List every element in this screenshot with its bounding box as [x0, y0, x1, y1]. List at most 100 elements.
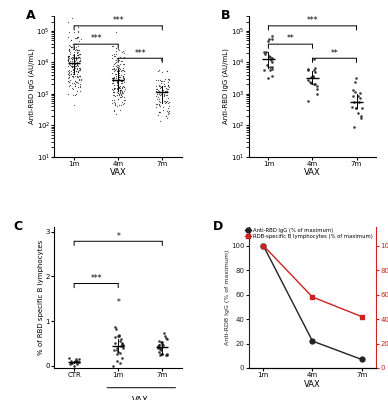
Point — [166, 75, 172, 82]
Point — [77, 73, 83, 80]
Point — [114, 70, 121, 76]
Point — [165, 109, 171, 116]
Point — [71, 91, 78, 98]
Point — [163, 335, 169, 342]
Point — [116, 77, 123, 84]
Point — [74, 58, 80, 65]
Point — [310, 72, 317, 79]
Point — [68, 63, 74, 70]
Point — [73, 68, 79, 74]
Point — [121, 94, 127, 100]
Point — [77, 66, 83, 72]
Point — [355, 93, 361, 100]
Point — [267, 57, 274, 64]
Point — [73, 57, 79, 63]
Point — [119, 88, 125, 94]
Y-axis label: Anti-RBD IgG (AU/mL): Anti-RBD IgG (AU/mL) — [223, 48, 229, 124]
Point — [113, 51, 119, 57]
Point — [109, 74, 115, 81]
Point — [311, 67, 317, 73]
Point — [68, 71, 74, 78]
Point — [72, 35, 78, 42]
Point — [117, 87, 123, 94]
Point — [66, 79, 72, 86]
Point — [269, 66, 275, 72]
Point — [121, 79, 127, 86]
Point — [76, 60, 82, 66]
Point — [350, 92, 357, 99]
Point — [71, 48, 77, 55]
Point — [165, 78, 171, 85]
Point — [118, 87, 125, 93]
Text: B: B — [220, 9, 230, 22]
Point — [115, 65, 121, 72]
Point — [165, 108, 171, 115]
Point — [156, 81, 162, 88]
Point — [122, 96, 128, 103]
Point — [111, 89, 117, 95]
Point — [68, 70, 74, 77]
Point — [71, 102, 77, 108]
Point — [119, 58, 125, 64]
Point — [162, 98, 168, 104]
Point — [66, 46, 73, 52]
Point — [66, 69, 72, 76]
Point — [116, 66, 123, 72]
Point — [74, 34, 80, 41]
Point — [70, 73, 76, 80]
Point — [114, 46, 121, 52]
Point — [117, 82, 123, 89]
Point — [69, 56, 75, 62]
Point — [118, 58, 125, 64]
Point — [74, 64, 80, 71]
Point — [121, 96, 127, 103]
Point — [74, 50, 81, 56]
Point — [111, 88, 118, 95]
Point — [351, 98, 357, 105]
Point — [113, 48, 119, 54]
Point — [359, 104, 365, 111]
Point — [74, 34, 80, 40]
Point — [156, 77, 163, 83]
Point — [66, 55, 72, 62]
Point — [65, 53, 71, 60]
Point — [110, 75, 116, 82]
Point — [73, 361, 80, 368]
Point — [70, 92, 76, 98]
Text: *: * — [116, 232, 120, 240]
Point — [166, 83, 172, 90]
Point — [65, 71, 71, 77]
Point — [116, 338, 123, 345]
Point — [164, 68, 170, 74]
Point — [111, 61, 117, 68]
Point — [66, 361, 73, 368]
Point — [73, 46, 79, 52]
Point — [155, 86, 161, 93]
Point — [269, 73, 275, 80]
Point — [76, 67, 82, 73]
Point — [65, 53, 71, 59]
Point — [269, 54, 275, 61]
Point — [113, 56, 119, 63]
Point — [117, 89, 123, 95]
Point — [120, 342, 126, 349]
Point — [65, 56, 71, 63]
Point — [310, 74, 316, 80]
Point — [75, 55, 81, 62]
Point — [74, 72, 80, 79]
Point — [111, 51, 117, 58]
Point — [121, 50, 127, 57]
Point — [69, 44, 75, 50]
Point — [161, 92, 167, 98]
Point — [353, 104, 359, 111]
Point — [116, 84, 122, 91]
Point — [69, 72, 76, 79]
Point — [72, 73, 78, 79]
Point — [308, 80, 314, 86]
Y-axis label: Anti-RDB IgG (% of maximum): Anti-RDB IgG (% of maximum) — [225, 250, 230, 345]
Point — [153, 93, 159, 100]
Point — [120, 340, 126, 347]
Point — [112, 323, 118, 330]
Point — [73, 55, 79, 62]
Point — [111, 101, 118, 107]
